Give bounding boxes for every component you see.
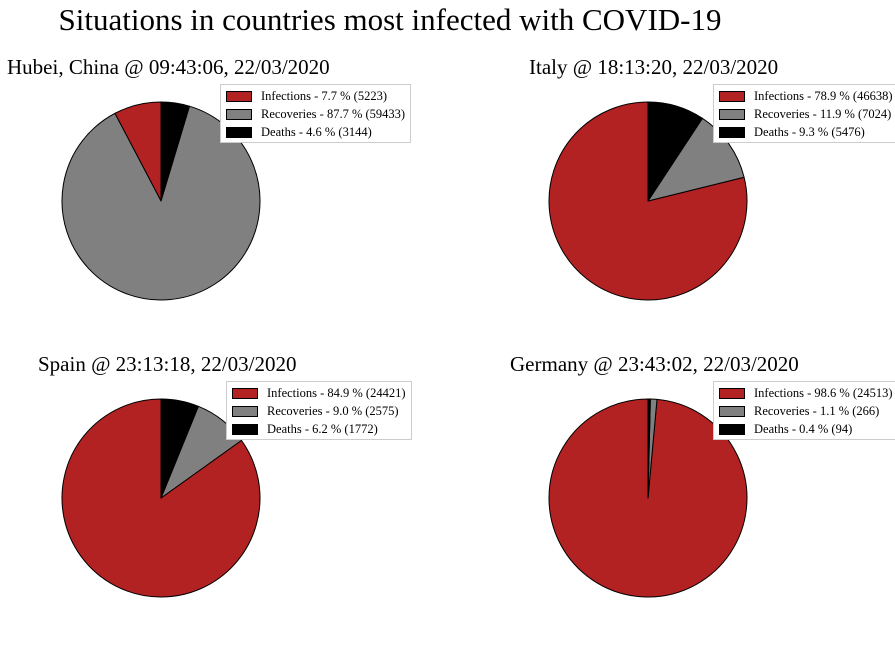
pie-slice-deaths: [160, 101, 190, 202]
legend-entry-deaths: Deaths - 6.2 % (1772): [232, 420, 406, 438]
legend-swatch-recoveries: [719, 108, 745, 120]
legend-label: Deaths - 0.4 % (94): [754, 422, 853, 436]
legend-entry-recoveries: Recoveries - 1.1 % (266): [719, 402, 893, 420]
subplot-title: Hubei, China @ 09:43:06, 22/03/2020: [7, 55, 330, 79]
legend-label: Infections - 7.7 % (5223): [261, 89, 388, 103]
legend-label: Infections - 98.6 % (24513): [754, 386, 893, 400]
legend-swatch-infections: [719, 387, 745, 399]
subplot-spain: Spain @ 23:13:18, 22/03/2020 Infections …: [0, 352, 447, 652]
chart-title: Situations in countries most infected wi…: [58, 2, 722, 37]
subplot-hubei: Hubei, China @ 09:43:06, 22/03/2020 Infe…: [0, 55, 447, 355]
legend-swatch-deaths: [232, 423, 258, 435]
legend-swatch-infections: [719, 90, 745, 102]
subplot-title: Spain @ 23:13:18, 22/03/2020: [38, 352, 297, 376]
legend-entry-recoveries: Recoveries - 87.7 % (59433): [226, 105, 405, 123]
legend-entry-infections: Infections - 98.6 % (24513): [719, 384, 893, 402]
legend-label: Deaths - 9.3 % (5476): [754, 125, 865, 139]
subplot-title: Germany @ 23:43:02, 22/03/2020: [510, 352, 799, 376]
legend-swatch-deaths: [719, 126, 745, 138]
pie-slice-deaths: [647, 398, 651, 499]
pie-slice-deaths: [647, 101, 703, 202]
subplot-title: Italy @ 18:13:20, 22/03/2020: [529, 55, 779, 79]
legend-spain: Infections - 84.9 % (24421) Recoveries -…: [226, 381, 412, 440]
legend-entry-deaths: Deaths - 4.6 % (3144): [226, 123, 405, 141]
pie-slice-infections: [548, 101, 748, 301]
pie-slice-deaths: [160, 398, 199, 499]
pie-slice-recoveries: [61, 105, 261, 301]
subplot-italy: Italy @ 18:13:20, 22/03/2020 Infections …: [447, 55, 895, 355]
legend-label: Infections - 84.9 % (24421): [267, 386, 406, 400]
subplot-germany: Germany @ 23:43:02, 22/03/2020 Infection…: [447, 352, 895, 652]
pie-chart-germany: [548, 398, 748, 598]
legend-label: Recoveries - 9.0 % (2575): [267, 404, 399, 418]
legend-hubei: Infections - 7.7 % (5223) Recoveries - 8…: [220, 84, 412, 143]
legend-entry-deaths: Deaths - 0.4 % (94): [719, 420, 893, 438]
legend-swatch-deaths: [719, 423, 745, 435]
legend-swatch-recoveries: [226, 108, 252, 120]
legend-entry-infections: Infections - 78.9 % (46638): [719, 87, 893, 105]
legend-entry-recoveries: Recoveries - 11.9 % (7024): [719, 105, 893, 123]
legend-swatch-deaths: [226, 126, 252, 138]
legend-label: Recoveries - 1.1 % (266): [754, 404, 880, 418]
pie-chart-spain: [61, 398, 261, 598]
legend-label: Deaths - 4.6 % (3144): [261, 125, 372, 139]
legend-label: Infections - 78.9 % (46638): [754, 89, 893, 103]
legend-label: Recoveries - 87.7 % (59433): [261, 107, 406, 121]
legend-swatch-infections: [226, 90, 252, 102]
legend-swatch-recoveries: [232, 405, 258, 417]
legend-swatch-recoveries: [719, 405, 745, 417]
legend-entry-infections: Infections - 7.7 % (5223): [226, 87, 405, 105]
legend-label: Recoveries - 11.9 % (7024): [754, 107, 892, 121]
legend-germany: Infections - 98.6 % (24513) Recoveries -…: [713, 381, 895, 440]
legend-entry-recoveries: Recoveries - 9.0 % (2575): [232, 402, 406, 420]
legend-entry-deaths: Deaths - 9.3 % (5476): [719, 123, 893, 141]
legend-label: Deaths - 6.2 % (1772): [267, 422, 378, 436]
legend-entry-infections: Infections - 84.9 % (24421): [232, 384, 406, 402]
pie-chart-hubei: [61, 101, 261, 301]
legend-swatch-infections: [232, 387, 258, 399]
legend-italy: Infections - 78.9 % (46638) Recoveries -…: [713, 84, 895, 143]
